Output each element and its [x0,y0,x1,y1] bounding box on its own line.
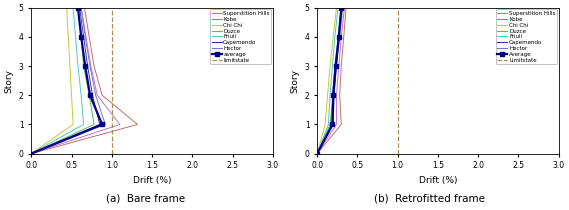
Y-axis label: Story: Story [4,69,13,93]
Text: (a)  Bare frame: (a) Bare frame [105,194,185,204]
Legend: Superstition Hills, Kobe, Chi Chi, Duzce, Friuli, Capemendo, Hector, Average, Li: Superstition Hills, Kobe, Chi Chi, Duzce… [496,9,557,64]
Y-axis label: Story: Story [290,69,299,93]
Text: (b)  Retrofitted frame: (b) Retrofitted frame [374,194,485,204]
Legend: Superstition Hills, Kobe, Chi Chi, Duzce, Friuli, Capemendo, Hector, average, li: Superstition Hills, Kobe, Chi Chi, Duzce… [210,9,271,64]
X-axis label: Drift (%): Drift (%) [419,176,457,185]
X-axis label: Drift (%): Drift (%) [133,176,171,185]
